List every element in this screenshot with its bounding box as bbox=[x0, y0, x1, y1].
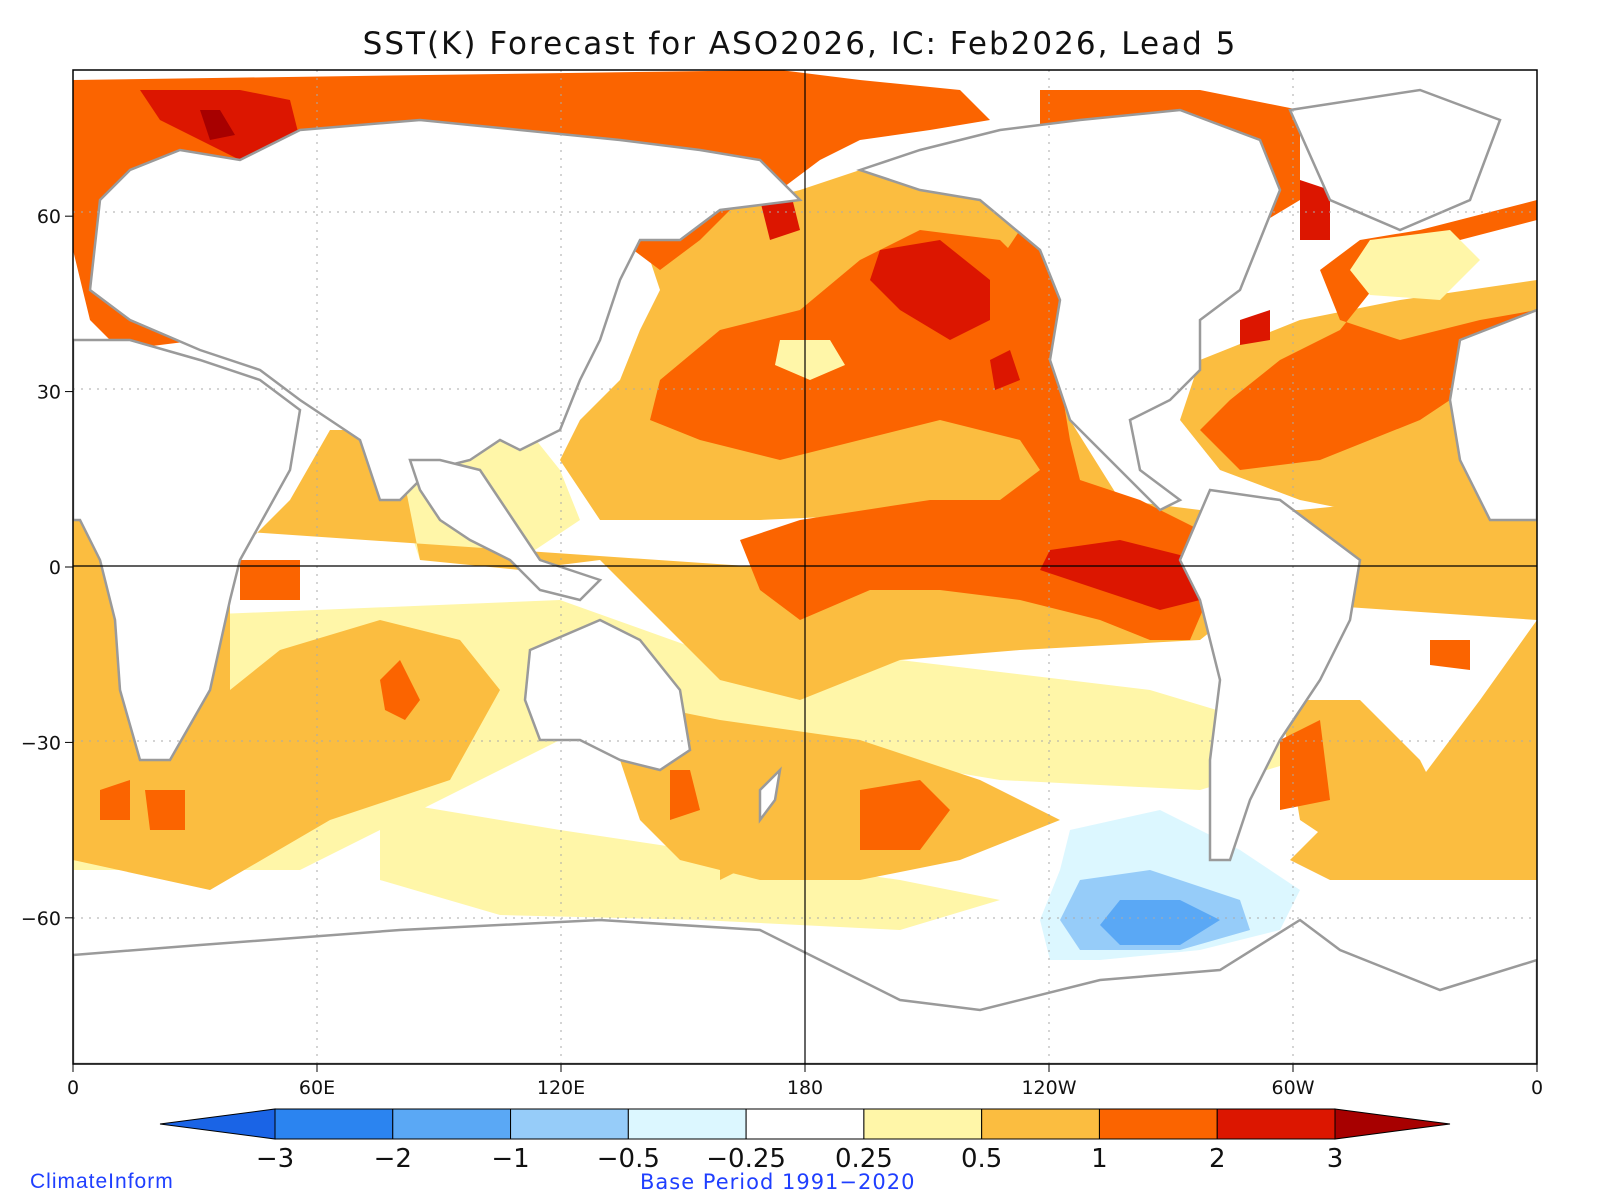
anomaly-north-atlantic-dark-orange bbox=[1040, 80, 1537, 470]
lon-tick-label: 180 bbox=[787, 1077, 823, 1099]
lat-tick-label: 60 bbox=[37, 206, 61, 228]
colorbar-label: 2 bbox=[1209, 1144, 1226, 1174]
anomaly-band-south-atlantic-orange bbox=[1280, 700, 1460, 880]
anomaly-indian-ocean-spot bbox=[380, 660, 420, 720]
land-greenland bbox=[1288, 88, 1502, 232]
lon-tick-label: 120E bbox=[537, 1077, 585, 1099]
land-new-zealand bbox=[758, 766, 782, 824]
anomaly-band-orange bbox=[73, 170, 1537, 890]
land-southeast-asia bbox=[408, 458, 603, 602]
graticule bbox=[73, 70, 1537, 1064]
axis-ticks: 0 60E 120E 180 120W 60W 0 60 30 0 −30 −60 bbox=[21, 206, 1543, 1099]
colorbar-label: −1 bbox=[491, 1144, 529, 1174]
colorbar-label: 1 bbox=[1091, 1144, 1108, 1174]
colorbar-arrow-low bbox=[159, 1108, 276, 1140]
land-africa-east-edge bbox=[1448, 308, 1537, 522]
colorbar-label: −2 bbox=[374, 1144, 412, 1174]
lon-tick-label: 60W bbox=[1272, 1077, 1315, 1099]
lat-tick-label: −30 bbox=[21, 732, 61, 754]
anomaly-band-southern-yellow bbox=[380, 800, 1000, 930]
anomaly-pacific-warm-tongue bbox=[650, 230, 1220, 640]
lat-tick-label: −60 bbox=[21, 908, 61, 930]
lon-tick-label: 0 bbox=[67, 1077, 79, 1099]
colorbar-swatch bbox=[392, 1108, 512, 1140]
anomaly-ne-pacific-spot bbox=[990, 350, 1020, 390]
anomaly-atlantic-light-spot bbox=[1350, 230, 1480, 300]
anomaly-cool-mid-blue bbox=[1100, 900, 1220, 945]
anomaly-labrador-red bbox=[1300, 180, 1330, 240]
colorbar-label: 3 bbox=[1327, 1144, 1344, 1174]
colorbar-swatch bbox=[1098, 1108, 1218, 1140]
colorbar-swatch bbox=[627, 1108, 747, 1140]
lon-tick-label: 120W bbox=[1021, 1077, 1076, 1099]
anomaly-barents-darkred bbox=[200, 110, 235, 140]
anomaly-gulf-stream-red bbox=[1240, 310, 1270, 345]
colorbar-swatch bbox=[745, 1108, 865, 1140]
map-title: SST(K) Forecast for ASO2026, IC: Feb2026… bbox=[362, 26, 1238, 62]
colorbar: −3 −2 −1 −0.5 −0.25 0.25 0.5 1 2 3 bbox=[159, 1108, 1451, 1174]
lat-tick-label: 0 bbox=[49, 557, 61, 579]
anomaly-south-africa-spot-1 bbox=[100, 780, 130, 820]
colorbar-swatch bbox=[274, 1108, 394, 1140]
land-north-america bbox=[856, 108, 1282, 512]
colorbar-swatch bbox=[510, 1108, 629, 1140]
land-south-america bbox=[1178, 488, 1362, 862]
colorbar-swatch bbox=[863, 1108, 983, 1140]
anomaly-indian-ocean-dark-orange bbox=[240, 560, 300, 600]
anomaly-fleck bbox=[720, 840, 760, 880]
colorbar-swatch bbox=[981, 1108, 1100, 1140]
colorbar-arrow-high bbox=[1334, 1108, 1451, 1140]
colorbar-label: 0.25 bbox=[835, 1144, 893, 1174]
anomaly-south-africa-spot-2 bbox=[145, 790, 185, 830]
anomaly-nino-red bbox=[1040, 540, 1200, 610]
colorbar-label: −0.25 bbox=[706, 1144, 786, 1174]
anomaly-south-pacific-dark-orange bbox=[860, 780, 950, 850]
lon-tick-label: 0 bbox=[1531, 1077, 1543, 1099]
land-africa bbox=[73, 338, 302, 762]
colorbar-swatch bbox=[1216, 1108, 1336, 1140]
land-australia bbox=[523, 618, 692, 772]
anomaly-south-atlantic-spot bbox=[1430, 640, 1470, 670]
colorbar-label: −3 bbox=[256, 1144, 294, 1174]
anomaly-pacific-light-spot bbox=[775, 340, 845, 380]
lat-tick-label: 30 bbox=[37, 382, 61, 404]
colorbar-label: −0.5 bbox=[597, 1144, 660, 1174]
lon-tick-label: 60E bbox=[299, 1077, 335, 1099]
land-eurasia bbox=[88, 118, 803, 502]
anomaly-tasmania-dark-orange bbox=[670, 770, 700, 820]
colorbar-label: 0.5 bbox=[961, 1144, 1002, 1174]
anomaly-field bbox=[73, 70, 1537, 1064]
base-period-label: Base Period 1991−2020 bbox=[640, 1170, 916, 1194]
anomaly-band-south-pacific-orange bbox=[620, 700, 1060, 880]
credit-label: ClimateInform bbox=[30, 1170, 174, 1193]
anomaly-north-pacific-red bbox=[870, 240, 990, 340]
